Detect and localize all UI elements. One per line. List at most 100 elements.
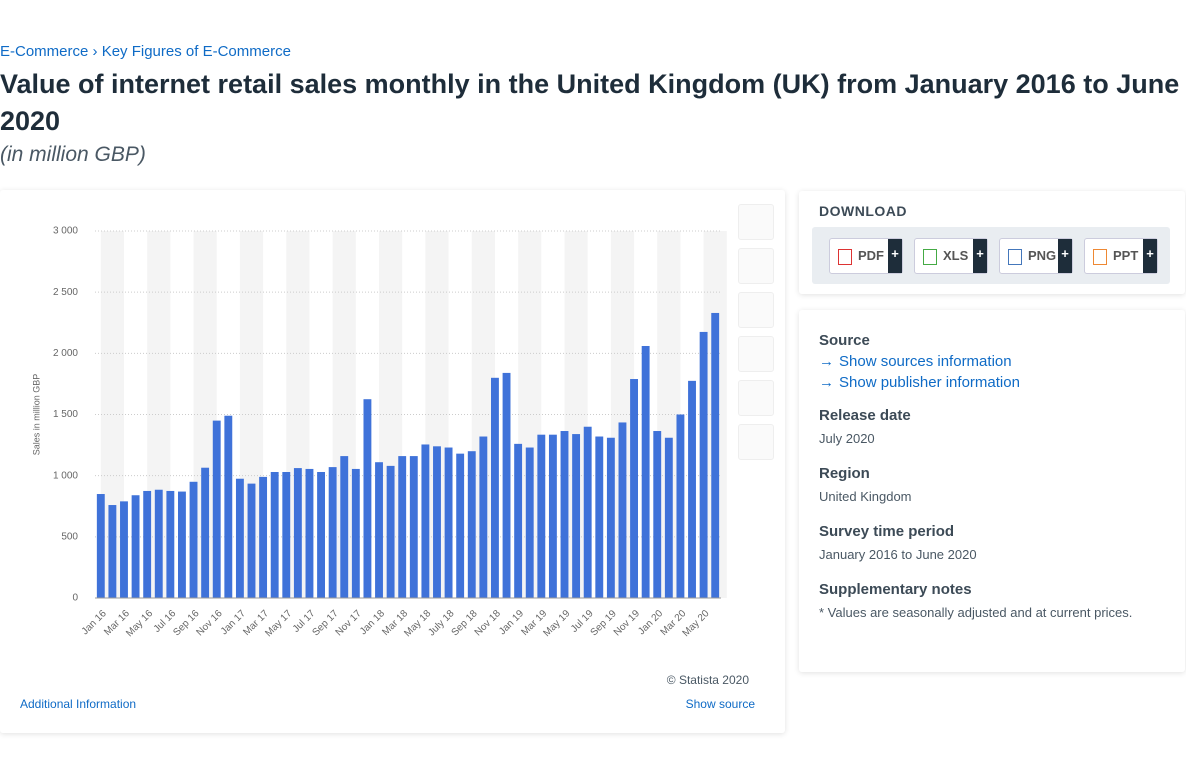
bar: [572, 434, 581, 598]
stripe: [518, 231, 542, 598]
chart: 0 500 1 000 1 500 2 000 2 500 3 000 Sales in mi…: [31, 226, 727, 639]
bar: [235, 478, 244, 598]
y-tick-label: 2 500: [53, 287, 78, 298]
bar: [583, 426, 592, 598]
y-tick-label: 2 000: [53, 348, 78, 359]
stripe: [379, 231, 403, 598]
detail-link[interactable]: → Show publisher information: [819, 374, 1020, 391]
x-tick-label: Nov 18: [473, 608, 503, 638]
tool-button[interactable]: [738, 204, 774, 240]
bar: [178, 491, 186, 598]
download-card: DOWNLOAD PDF + XLS + PNG + PPT +: [799, 191, 1185, 294]
detail-heading: Region: [819, 465, 870, 482]
bar: [467, 451, 476, 598]
bar: [537, 434, 546, 598]
file-icon: [1093, 249, 1107, 265]
plus: +: [973, 239, 987, 273]
tool-button[interactable]: [738, 248, 774, 284]
bar: [491, 377, 499, 598]
bar: [630, 379, 638, 598]
download-button[interactable]: XLS +: [914, 238, 988, 274]
x-tick-label: May 16: [124, 608, 155, 639]
arrow-icon: →: [819, 374, 834, 391]
bar: [108, 505, 117, 598]
bar: [409, 456, 418, 598]
file-icon: [838, 249, 852, 265]
bar: [456, 453, 465, 598]
stripe: [100, 231, 124, 598]
x-tick-label: May 17: [263, 608, 294, 639]
detail-heading: Supplementary notes: [819, 581, 972, 598]
bar: [154, 489, 163, 598]
bar: [259, 476, 268, 598]
title: Value of internet retail sales monthly i…: [0, 69, 1180, 136]
bar: [711, 312, 720, 598]
bar: [293, 468, 302, 598]
detail-heading: Survey time period: [819, 523, 955, 540]
subtitle: (in million GBP): [0, 143, 146, 166]
bar: [548, 434, 557, 598]
bar: [514, 443, 523, 598]
x-tick-label: May 20: [681, 608, 712, 639]
tool-button[interactable]: [738, 336, 774, 372]
bar: [421, 444, 430, 598]
bar: [305, 468, 314, 598]
bar: [166, 490, 175, 598]
arrow-icon: →: [819, 353, 834, 370]
y-axis-label: Sales in million GBP: [31, 374, 41, 456]
bar: [212, 420, 221, 598]
bar: [247, 483, 256, 598]
toolbar: [738, 204, 774, 460]
bar: [340, 456, 349, 598]
breadcrumb-link[interactable]: Key Figures of E-Commerce: [101, 43, 291, 60]
bar: [502, 372, 511, 598]
download-button[interactable]: PPT +: [1084, 238, 1158, 274]
bar: [398, 456, 407, 598]
format-label: PDF: [858, 248, 884, 263]
detail-text: * Values are seasonally adjusted and at …: [819, 605, 1133, 620]
stripe: [610, 231, 635, 598]
bar: [595, 436, 604, 598]
breadcrumb-link[interactable]: E-Commerce: [0, 43, 89, 60]
x-tick-label: Nov 17: [334, 608, 364, 638]
bar: [282, 471, 291, 598]
bar: [270, 471, 279, 598]
x-tick-label: Nov 16: [195, 608, 225, 638]
bar: [201, 467, 210, 598]
bar: [664, 437, 673, 598]
bar: [189, 481, 198, 598]
download-button[interactable]: PNG +: [999, 238, 1073, 274]
bar: [641, 345, 650, 598]
show-source[interactable]: Show source: [685, 697, 755, 711]
y-tick-label: 3 000: [53, 226, 78, 237]
stripe: [425, 231, 449, 598]
additional-info[interactable]: Additional Information: [20, 697, 137, 711]
format-label: XLS: [943, 248, 969, 263]
bar: [96, 494, 105, 598]
bar: [131, 495, 140, 598]
y-tick-label: 1 500: [53, 409, 78, 420]
detail-heading: Source: [819, 332, 870, 349]
y-tick-label: 1 000: [53, 470, 78, 481]
y-tick-label: 500: [61, 531, 78, 542]
detail-link[interactable]: → Show sources information: [819, 353, 1012, 370]
bar: [224, 415, 233, 598]
y-tick-label: 0: [72, 593, 78, 604]
details-card: Source → Show sources information → Show pub…: [799, 310, 1185, 672]
stripe: [193, 231, 217, 598]
tool-button[interactable]: [738, 424, 774, 460]
download-button[interactable]: PDF +: [829, 238, 903, 274]
tool-button[interactable]: [738, 292, 774, 328]
detail-heading: Release date: [819, 407, 911, 424]
bar: [143, 490, 152, 598]
stripe: [471, 231, 495, 598]
bar: [363, 399, 372, 598]
plus: +: [1143, 239, 1157, 273]
tool-button[interactable]: [738, 380, 774, 416]
bar: [386, 465, 395, 598]
bar: [375, 462, 383, 598]
detail-text: January 2016 to June 2020: [819, 547, 977, 562]
x-tick-label: May 19: [542, 608, 573, 639]
file-icon: [923, 249, 937, 265]
bar: [328, 467, 337, 598]
